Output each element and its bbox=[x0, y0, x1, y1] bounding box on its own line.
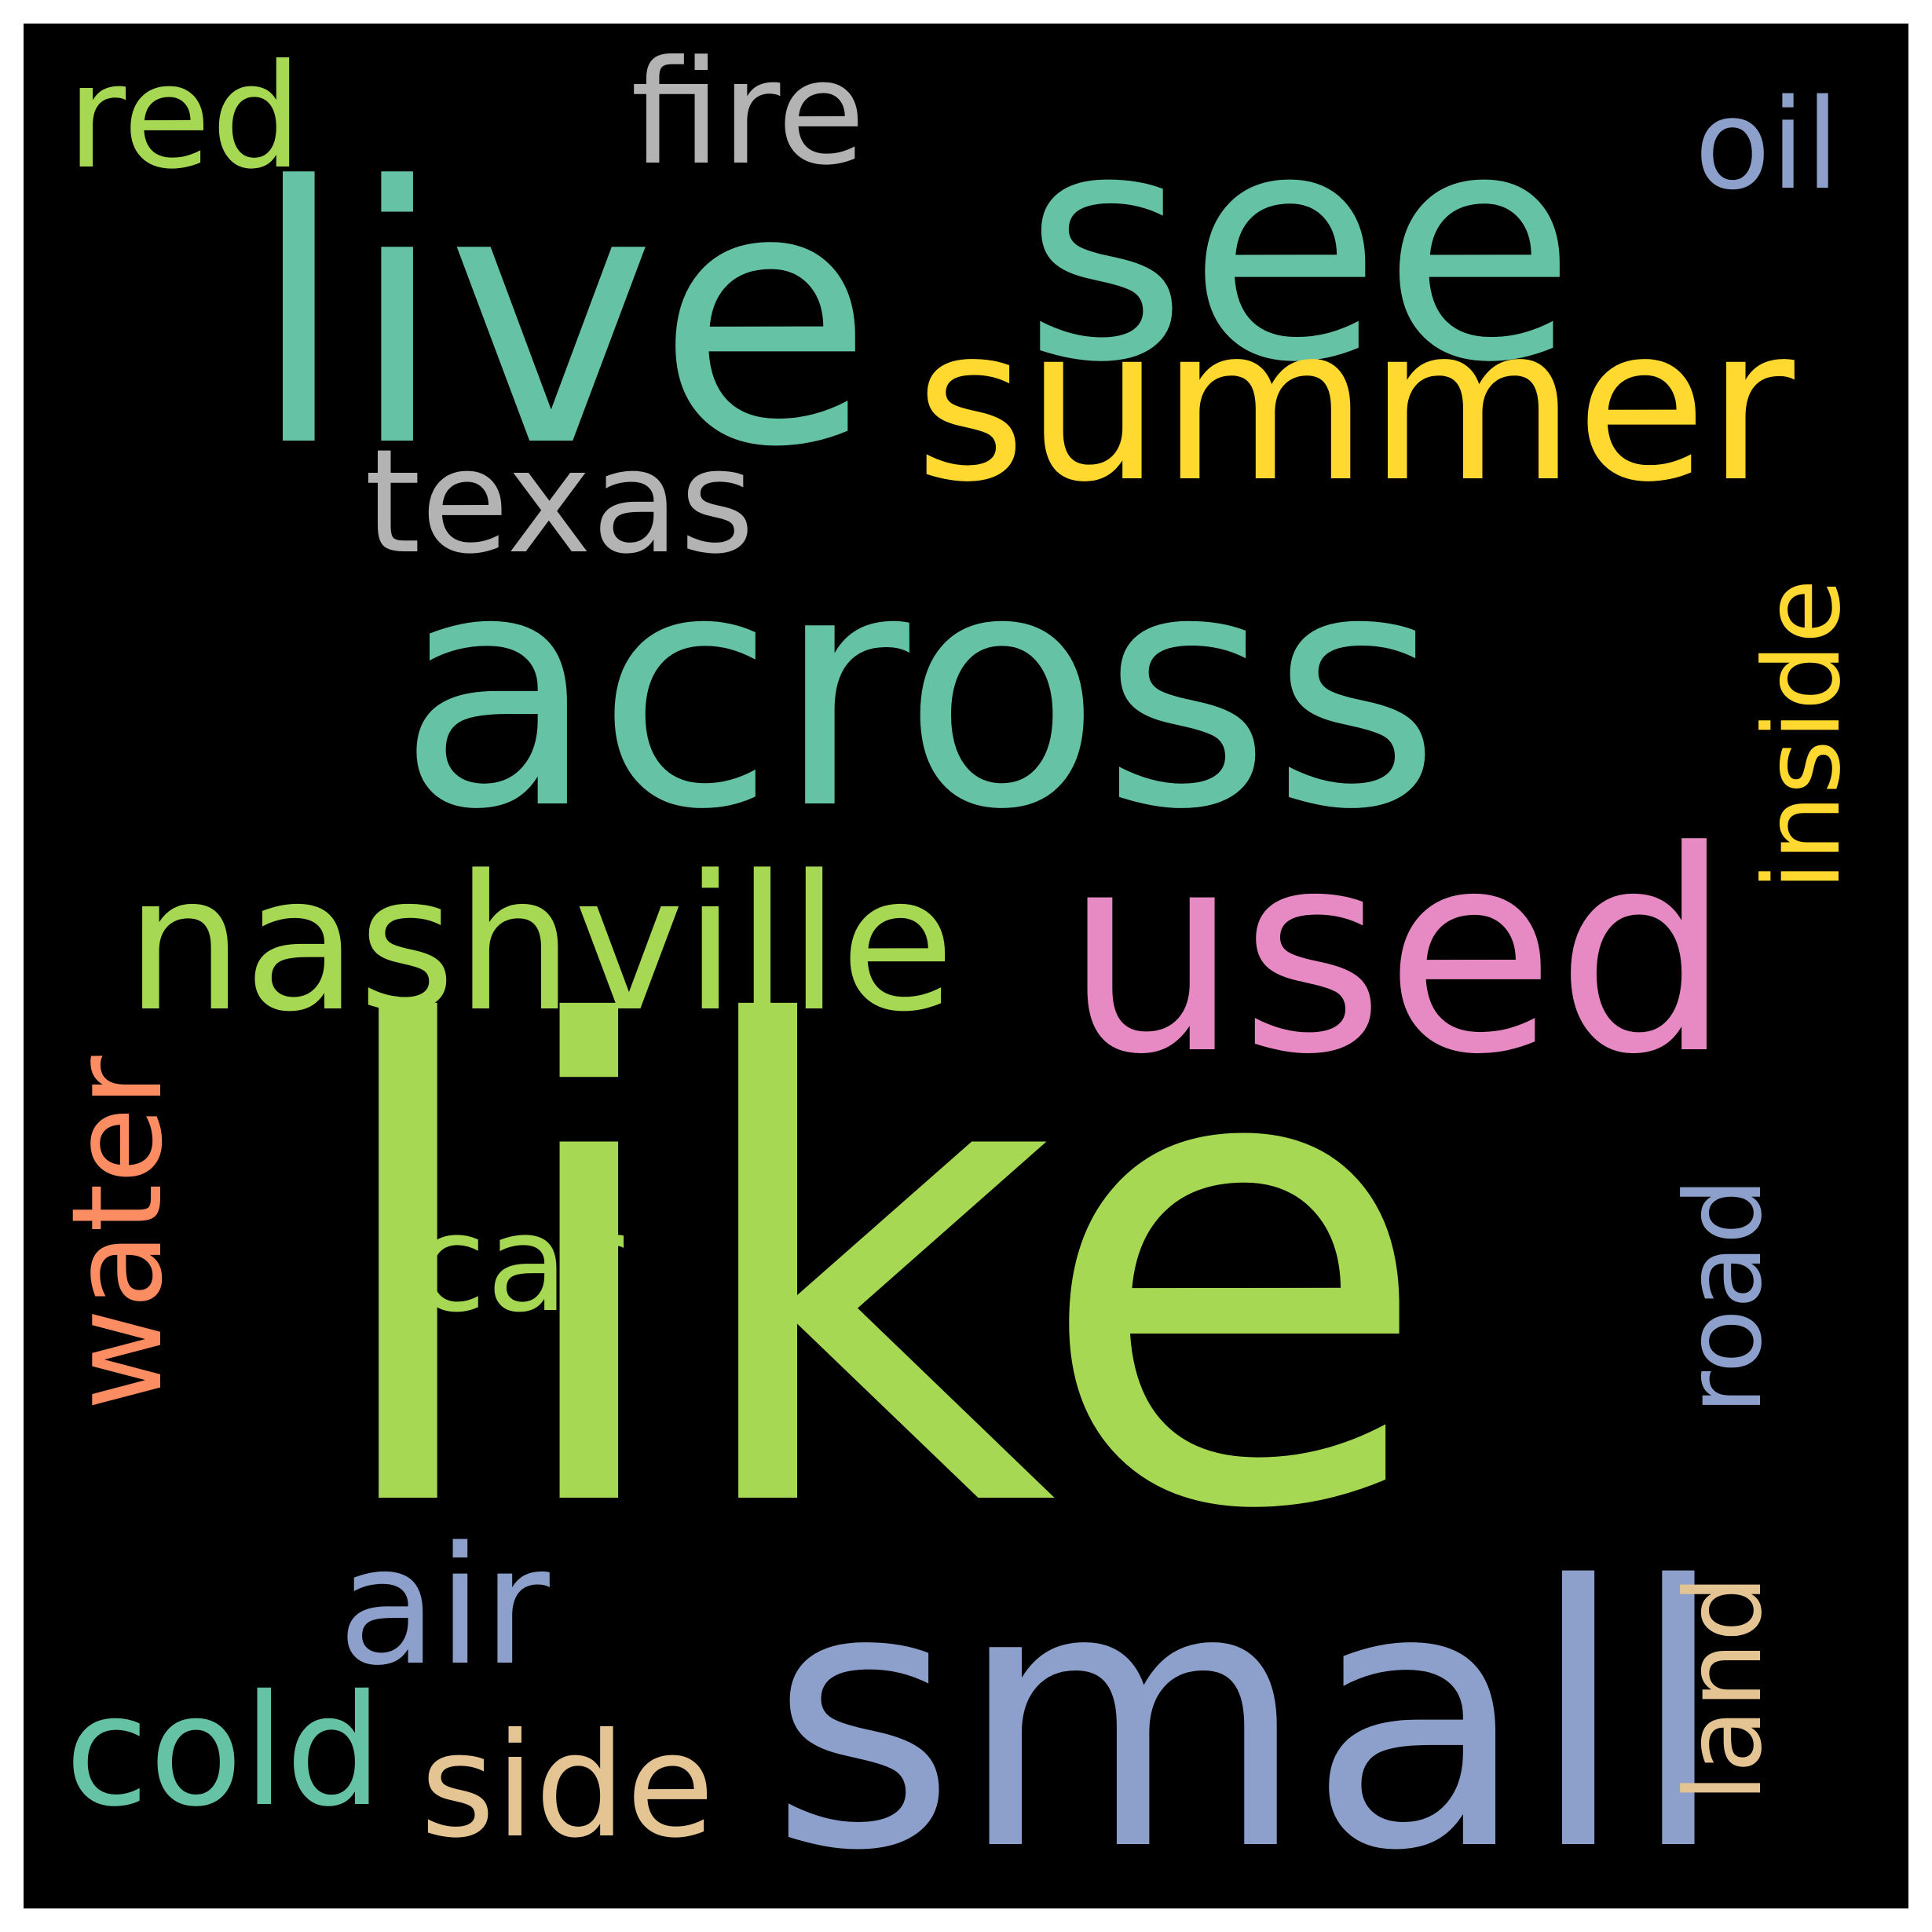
word-small: small bbox=[769, 1509, 1729, 1908]
word-used: used bbox=[1063, 792, 1733, 1115]
word-nashville: nashville bbox=[125, 835, 955, 1053]
word-side: side bbox=[420, 1702, 715, 1870]
word-like: like bbox=[317, 892, 1434, 1652]
word-fire: fire bbox=[631, 29, 865, 197]
word-summer: summer bbox=[915, 280, 1795, 529]
word-road: road bbox=[1663, 1177, 1785, 1414]
word-car: car bbox=[412, 1186, 624, 1342]
word-cold: cold bbox=[64, 1662, 383, 1841]
word-oil: oil bbox=[1694, 72, 1840, 218]
word-inside: inside bbox=[1741, 578, 1864, 891]
word-air: air bbox=[338, 1511, 550, 1701]
word-across: across bbox=[397, 500, 1441, 880]
word-texas: texas bbox=[364, 418, 755, 586]
word-see: see bbox=[1023, 63, 1577, 431]
word-water: water bbox=[45, 1056, 190, 1411]
word-live: live bbox=[249, 112, 874, 525]
word-red: red bbox=[67, 33, 302, 201]
word-cloud-canvas: like across see live small used summer n… bbox=[24, 24, 1908, 1908]
word-land: land bbox=[1663, 1575, 1785, 1802]
